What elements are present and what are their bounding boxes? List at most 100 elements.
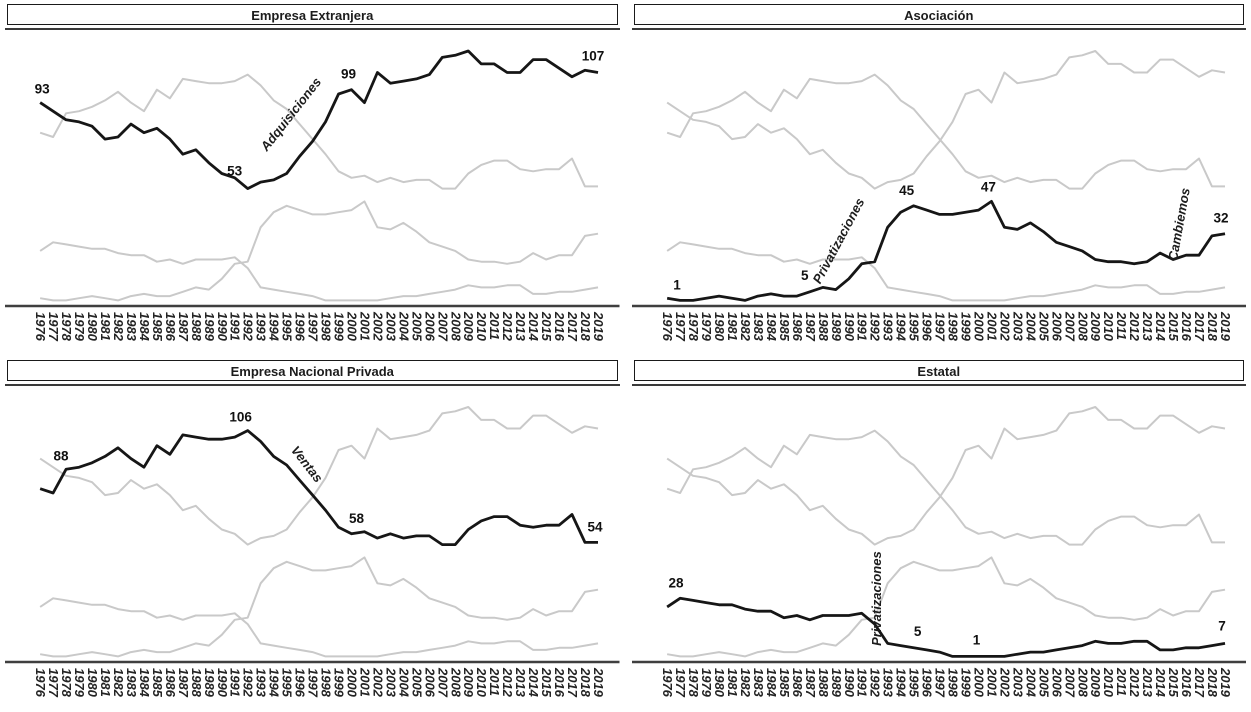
x-tick-label: 2005: [1036, 311, 1051, 342]
x-tick-label: 2015: [539, 311, 554, 342]
muted-series-line: [39, 241, 599, 302]
x-tick-label: 2010: [1101, 667, 1116, 698]
panel-title-estatal: Estatal: [633, 360, 1244, 381]
x-tick-label: 1989: [202, 668, 217, 698]
point-value-label: 88: [53, 448, 69, 463]
chart-asociacion: 1976197719781979198019811982198319841985…: [631, 50, 1246, 342]
x-tick-label: 2016: [1179, 311, 1194, 342]
x-tick-label: 2005: [409, 667, 424, 698]
x-tick-label: 2018: [1204, 667, 1219, 698]
x-tick-label: 2010: [474, 311, 489, 342]
x-tick-label: 1980: [85, 668, 100, 698]
muted-series-line: [39, 556, 599, 658]
x-tick-label: 1984: [137, 668, 152, 698]
panel-title-empresa-nacional-privada: Empresa Nacional Privada: [7, 360, 618, 381]
x-tick-label: 1999: [958, 668, 973, 698]
muted-series-line: [666, 429, 1225, 546]
muted-series-line: [666, 556, 1225, 658]
x-tick-label: 1985: [150, 312, 165, 342]
point-value-label: 5: [801, 268, 809, 283]
x-tick-label: 1976: [33, 312, 48, 342]
x-tick-label: 1978: [686, 668, 701, 698]
x-tick-label: 1979: [699, 668, 714, 698]
x-tick-label: 1987: [176, 668, 191, 698]
point-value-label: 5: [913, 624, 921, 639]
x-tick-label: 1981: [724, 312, 739, 341]
x-tick-label: 2004: [1023, 311, 1038, 342]
x-tick-label: 1979: [699, 312, 714, 342]
x-tick-label: 1978: [59, 312, 74, 342]
x-tick-label: 1995: [280, 312, 295, 342]
point-value-label: 45: [899, 183, 915, 198]
x-tick-label: 1984: [763, 312, 778, 342]
x-tick-label: 1993: [254, 668, 269, 698]
x-tick-label: 2011: [487, 311, 502, 340]
line-annotation: Ventas: [288, 443, 326, 485]
x-tick-label: 1994: [893, 668, 908, 698]
x-tick-label: 1986: [163, 668, 178, 698]
x-tick-label: 2013: [513, 311, 528, 342]
x-tick-label: 1998: [319, 668, 334, 698]
x-tick-label: 2015: [1166, 667, 1181, 698]
x-tick-label: 2005: [409, 311, 424, 342]
x-tick-label: 1996: [919, 312, 934, 342]
x-tick-label: 2014: [526, 311, 541, 342]
x-tick-label: 2017: [565, 667, 580, 698]
panel-title-asociacion: Asociación: [633, 4, 1244, 25]
x-tick-label: 1983: [750, 312, 765, 342]
x-tick-label: 2011: [1114, 311, 1129, 340]
x-tick-label: 1978: [59, 668, 74, 698]
x-tick-label: 1983: [124, 668, 139, 698]
x-tick-label: 2014: [526, 667, 541, 698]
x-tick-label: 1996: [919, 668, 934, 698]
muted-series-line: [39, 73, 599, 190]
x-tick-label: 2007: [435, 311, 450, 342]
x-tick-label: 2008: [1075, 667, 1090, 698]
x-tick-label: 1981: [98, 312, 113, 341]
x-tick-label: 1987: [802, 312, 817, 342]
x-tick-label: 2008: [448, 311, 463, 342]
x-tick-label: 1988: [815, 312, 830, 342]
title-rule: [5, 28, 620, 30]
x-tick-label: 2019: [1217, 667, 1232, 698]
chart-empresa-nacional-privada: 1976197719781979198019811982198319841985…: [5, 406, 620, 698]
x-tick-label: 2008: [1075, 311, 1090, 342]
x-tick-label: 2013: [1140, 311, 1155, 342]
point-value-label: 7: [1218, 618, 1226, 633]
title-rule: [5, 384, 620, 386]
x-tick-label: 1983: [750, 668, 765, 698]
x-tick-label: 2000: [344, 311, 359, 342]
x-tick-label: 2010: [474, 667, 489, 698]
x-tick-label: 2003: [1010, 311, 1025, 342]
muted-series-line: [666, 241, 1225, 302]
point-value-label: 99: [341, 67, 357, 82]
x-tick-label: 1997: [306, 312, 321, 342]
x-tick-label: 2019: [1217, 311, 1232, 342]
x-tick-label: 2009: [1088, 667, 1103, 698]
x-tick-label: 1980: [712, 668, 727, 698]
x-tick-label: 1994: [267, 312, 282, 342]
x-tick-label: 1981: [98, 668, 113, 697]
x-tick-label: 1982: [737, 668, 752, 698]
x-tick-label: 2009: [461, 667, 476, 698]
x-tick-label: 1991: [228, 312, 243, 341]
point-value-label: 53: [227, 164, 243, 179]
x-tick-label: 1976: [660, 312, 675, 342]
muted-series-line: [39, 597, 599, 658]
x-tick-label: 1990: [841, 668, 856, 698]
x-tick-label: 2016: [552, 311, 567, 342]
x-tick-label: 2012: [500, 311, 515, 342]
x-tick-label: 2010: [1101, 311, 1116, 342]
x-tick-label: 1995: [906, 312, 921, 342]
line-annotation: Adquisiciones: [257, 75, 324, 155]
x-tick-label: 2004: [1023, 667, 1038, 698]
x-tick-label: 1995: [280, 668, 295, 698]
x-tick-label: 2015: [539, 667, 554, 698]
x-tick-label: 1976: [33, 668, 48, 698]
point-value-label: 1: [673, 277, 681, 292]
x-tick-label: 1987: [176, 312, 191, 342]
x-tick-label: 1991: [854, 668, 869, 697]
line-annotation: Cambiemos: [1165, 187, 1193, 262]
x-tick-label: 1993: [254, 312, 269, 342]
point-value-label: 107: [582, 49, 605, 64]
